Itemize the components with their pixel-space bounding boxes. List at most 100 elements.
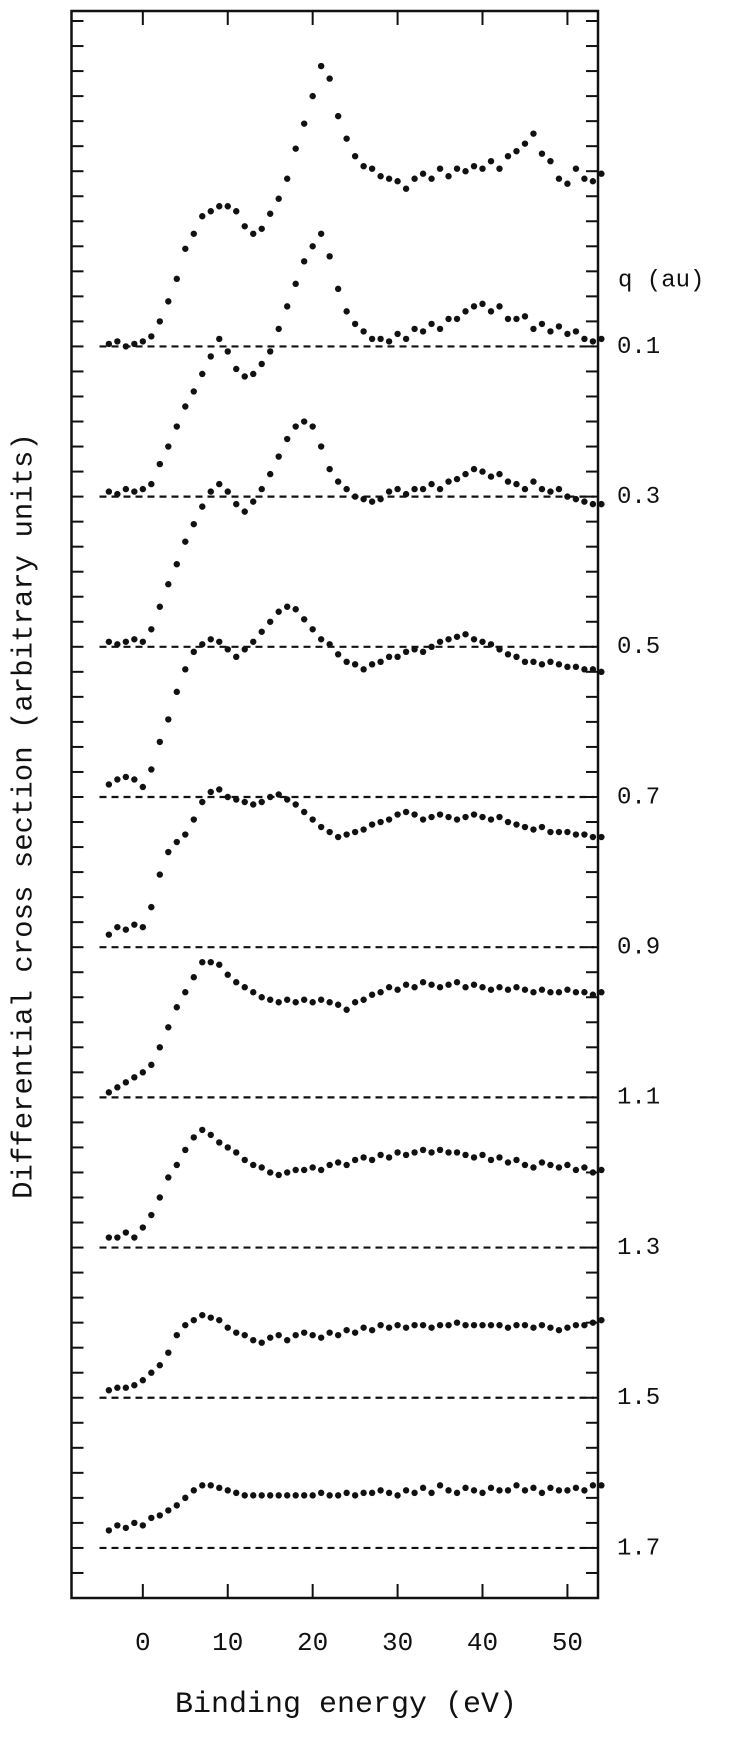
data-point (436, 1146, 444, 1154)
data-point (283, 603, 291, 610)
data-point (521, 313, 529, 320)
data-point (343, 1006, 350, 1013)
data-point (487, 473, 495, 480)
data-point (581, 989, 588, 996)
data-point (275, 453, 282, 460)
data-point (394, 811, 401, 818)
data-point (173, 1331, 180, 1339)
data-point (513, 480, 520, 488)
x-tick-label: 20 (297, 1628, 328, 1658)
data-point (453, 475, 461, 483)
data-point (267, 793, 274, 801)
data-point (300, 120, 308, 127)
data-point (402, 490, 410, 498)
data-point (385, 653, 393, 661)
data-point (300, 1166, 308, 1174)
data-point (547, 989, 554, 996)
data-point (148, 1369, 155, 1376)
data-point (351, 661, 359, 668)
data-point (538, 1321, 546, 1329)
data-point (190, 1134, 197, 1141)
data-point (572, 1321, 580, 1329)
data-point (190, 388, 197, 395)
data-point (224, 348, 231, 355)
data-point (360, 826, 367, 833)
data-point (165, 1174, 172, 1181)
data-point (165, 716, 172, 723)
data-point (368, 1489, 376, 1497)
data-point (250, 801, 257, 808)
x-tick-label: 30 (382, 1628, 413, 1658)
data-point (317, 1489, 325, 1497)
data-point (207, 1131, 214, 1139)
data-point (241, 1492, 248, 1499)
data-point (564, 986, 571, 993)
data-point (326, 253, 333, 260)
data-point (377, 1321, 384, 1329)
data-point (334, 1159, 342, 1166)
data-point (258, 994, 265, 1001)
data-point (564, 1487, 571, 1494)
data-point (309, 816, 316, 823)
data-point (479, 984, 486, 991)
data-point (572, 831, 580, 838)
data-point (504, 818, 512, 826)
data-point (156, 738, 164, 746)
data-point (292, 145, 299, 152)
data-point (564, 493, 571, 500)
data-point (547, 1324, 554, 1331)
data-point (343, 485, 350, 493)
data-point (419, 1321, 427, 1329)
data-point (114, 1384, 121, 1391)
data-point (139, 485, 147, 493)
data-point (394, 1492, 401, 1499)
data-point (513, 653, 520, 661)
data-point (589, 1482, 597, 1489)
data-point (190, 974, 197, 981)
data-point (377, 173, 384, 180)
data-point (292, 280, 299, 288)
data-point (436, 811, 444, 818)
data-point (394, 653, 401, 661)
data-point (190, 230, 197, 237)
data-point (216, 480, 223, 488)
data-point (487, 816, 495, 823)
data-point (445, 1149, 452, 1156)
data-point (555, 175, 563, 182)
data-point (258, 485, 265, 493)
data-point (530, 1484, 537, 1492)
data-point (156, 460, 164, 468)
data-point (317, 996, 325, 1003)
data-point (479, 638, 486, 645)
data-point (139, 1069, 147, 1076)
data-point (470, 303, 478, 310)
data-point (105, 1387, 113, 1394)
data-point (326, 75, 333, 82)
data-point (283, 303, 291, 310)
data-point (292, 999, 299, 1006)
data-point (513, 315, 520, 323)
data-point (275, 608, 282, 615)
data-point (538, 661, 546, 668)
data-point (343, 831, 350, 838)
data-point (156, 1044, 164, 1051)
data-point (139, 1522, 147, 1529)
x-axis-title: Binding energy (eV) (175, 1688, 517, 1722)
data-point (165, 848, 172, 856)
data-point (156, 871, 164, 878)
data-point (165, 1024, 172, 1031)
data-point (292, 801, 299, 808)
y-axis-title: Differential cross section (arbitrary un… (8, 433, 41, 1199)
data-point (292, 423, 299, 430)
data-point (564, 663, 571, 671)
data-point (453, 165, 461, 172)
data-point (122, 1079, 130, 1086)
data-point (496, 1487, 503, 1494)
data-point (394, 1321, 401, 1329)
data-point (589, 178, 597, 185)
data-point (224, 793, 231, 801)
data-point (224, 646, 231, 653)
data-point (547, 1484, 554, 1492)
data-point (139, 338, 147, 345)
